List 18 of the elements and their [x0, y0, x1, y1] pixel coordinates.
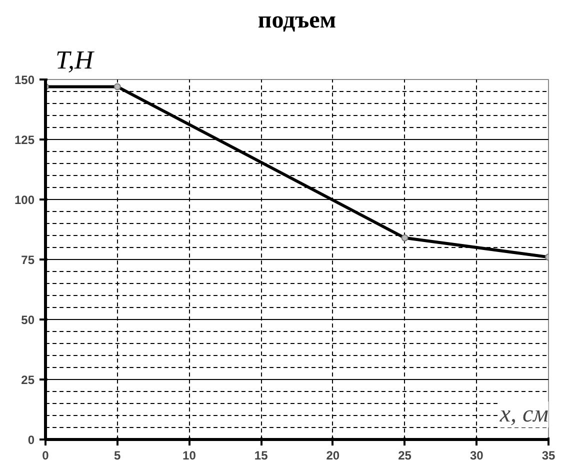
y-tick-label: 100	[14, 193, 35, 207]
y-tick-label: 50	[21, 313, 35, 327]
x-tick-label: 10	[182, 448, 196, 462]
chart-title: подъем	[258, 8, 336, 34]
y-tick-label: 75	[21, 253, 35, 267]
x-tick-label: 25	[398, 448, 412, 462]
y-tick-label: 0	[28, 433, 35, 447]
y-tick-label: 25	[21, 373, 35, 387]
x-tick-label: 30	[470, 448, 484, 462]
x-tick-label: 20	[326, 448, 340, 462]
x-tick-label: 0	[42, 448, 50, 462]
x-tick-label: 35	[542, 448, 556, 462]
x-tick-label: 15	[254, 448, 268, 462]
y-axis-title: T,Н	[56, 46, 95, 74]
y-tick-label: 150	[14, 73, 35, 87]
x-tick-label: 5	[114, 448, 122, 462]
x-axis-title: x, см	[498, 402, 549, 428]
y-tick-label: 125	[14, 133, 35, 147]
